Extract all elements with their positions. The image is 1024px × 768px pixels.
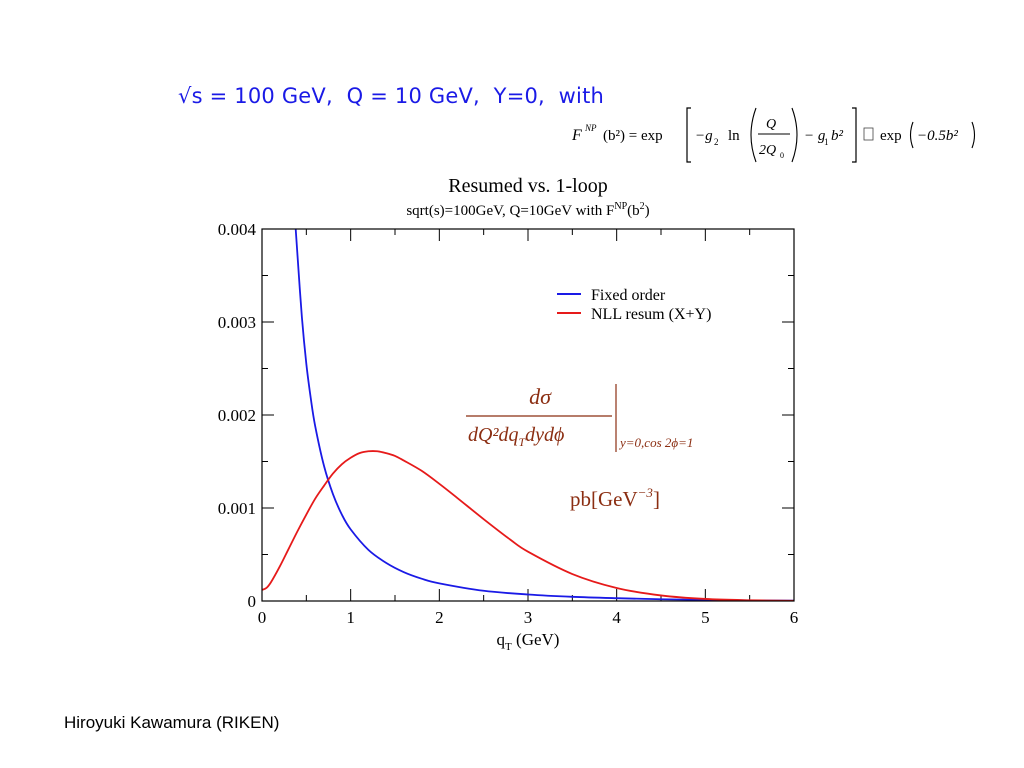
formula-lhs: F (571, 127, 582, 144)
axis-ticks (261, 228, 795, 602)
series-line-nll-resum (262, 450, 794, 601)
x-tick-label: 3 (524, 608, 533, 627)
annotation-denominator: dQ²dqTdydϕ (468, 424, 564, 449)
plot-frame (261, 228, 795, 602)
formula-g1: − g (804, 128, 826, 144)
legend-label-fixed-order: Fixed order (591, 287, 666, 304)
formula-tail-paren-left (909, 121, 914, 149)
formula-frac-num: Q (766, 117, 776, 132)
formula-ln: ln (728, 128, 740, 144)
series-line-fixed-order (294, 229, 794, 601)
chart-title: Resumed vs. 1-loop (448, 175, 607, 197)
formula-frac-den: 2Q (759, 143, 776, 158)
y-tick-label: 0.003 (218, 313, 256, 332)
formula-frac-den-sub: 0 (780, 151, 784, 160)
np-formula: F NP (b²) = exp −g 2 ln Q 2Q 0 − g 1 b² … (571, 107, 976, 163)
formula-g2: −g (695, 128, 713, 144)
formula-bracket-left (686, 107, 691, 163)
x-tick-label: 2 (435, 608, 444, 627)
annotation-units: pb[GeV−3] (570, 485, 660, 511)
y-tick-label: 0.004 (218, 220, 257, 239)
slide-header: √s = 100 GeV, Q = 10 GeV, Y=0, with (178, 84, 605, 108)
legend-label-nll-resum: NLL resum (X+Y) (591, 306, 711, 323)
x-axis-label: qT (GeV) (497, 630, 560, 653)
y-tick-label: 0 (248, 592, 257, 611)
x-tick-label: 6 (790, 608, 799, 627)
y-tick-label: 0.002 (218, 406, 256, 425)
formula-paren-right (791, 107, 798, 163)
axis-tick-labels: 0 1 2 3 4 5 6 0 0.001 0.002 0.003 0.004 (218, 220, 799, 627)
slide-footer: Hiroyuki Kawamura (RIKEN) (64, 713, 280, 732)
y-tick-label: 0.001 (218, 499, 256, 518)
formula-g2-sub: 2 (714, 137, 719, 147)
formula-tail-paren-right (971, 121, 976, 149)
missing-glyph-icon (863, 127, 874, 141)
annotation-numerator: dσ (529, 384, 552, 409)
chart-subtitle: sqrt(s)=100GeV, Q=10GeV with FNP(b2) (406, 201, 649, 219)
x-tick-label: 0 (258, 608, 267, 627)
formula-lhs-sup: NP (584, 123, 597, 133)
cross-section-annotation: dσ dQ²dqTdydϕ y=0,cos 2ϕ=1 pb[GeV−3] (466, 384, 693, 511)
formula-bracket-right (852, 107, 857, 163)
x-tick-label: 1 (346, 608, 355, 627)
formula-paren-left (750, 107, 757, 163)
x-tick-label: 5 (701, 608, 710, 627)
series-lines (262, 229, 794, 601)
x-tick-label: 4 (612, 608, 621, 627)
formula-tail-arg: −0.5b² (917, 128, 958, 144)
formula-tail: exp (880, 128, 902, 144)
formula-lhs-arg: (b²) = exp (603, 128, 663, 144)
annotation-evaluation: y=0,cos 2ϕ=1 (618, 435, 693, 450)
formula-g1-tail: b² (831, 128, 844, 144)
formula-g1-sub: 1 (824, 137, 829, 147)
legend: Fixed order NLL resum (X+Y) (557, 287, 711, 323)
